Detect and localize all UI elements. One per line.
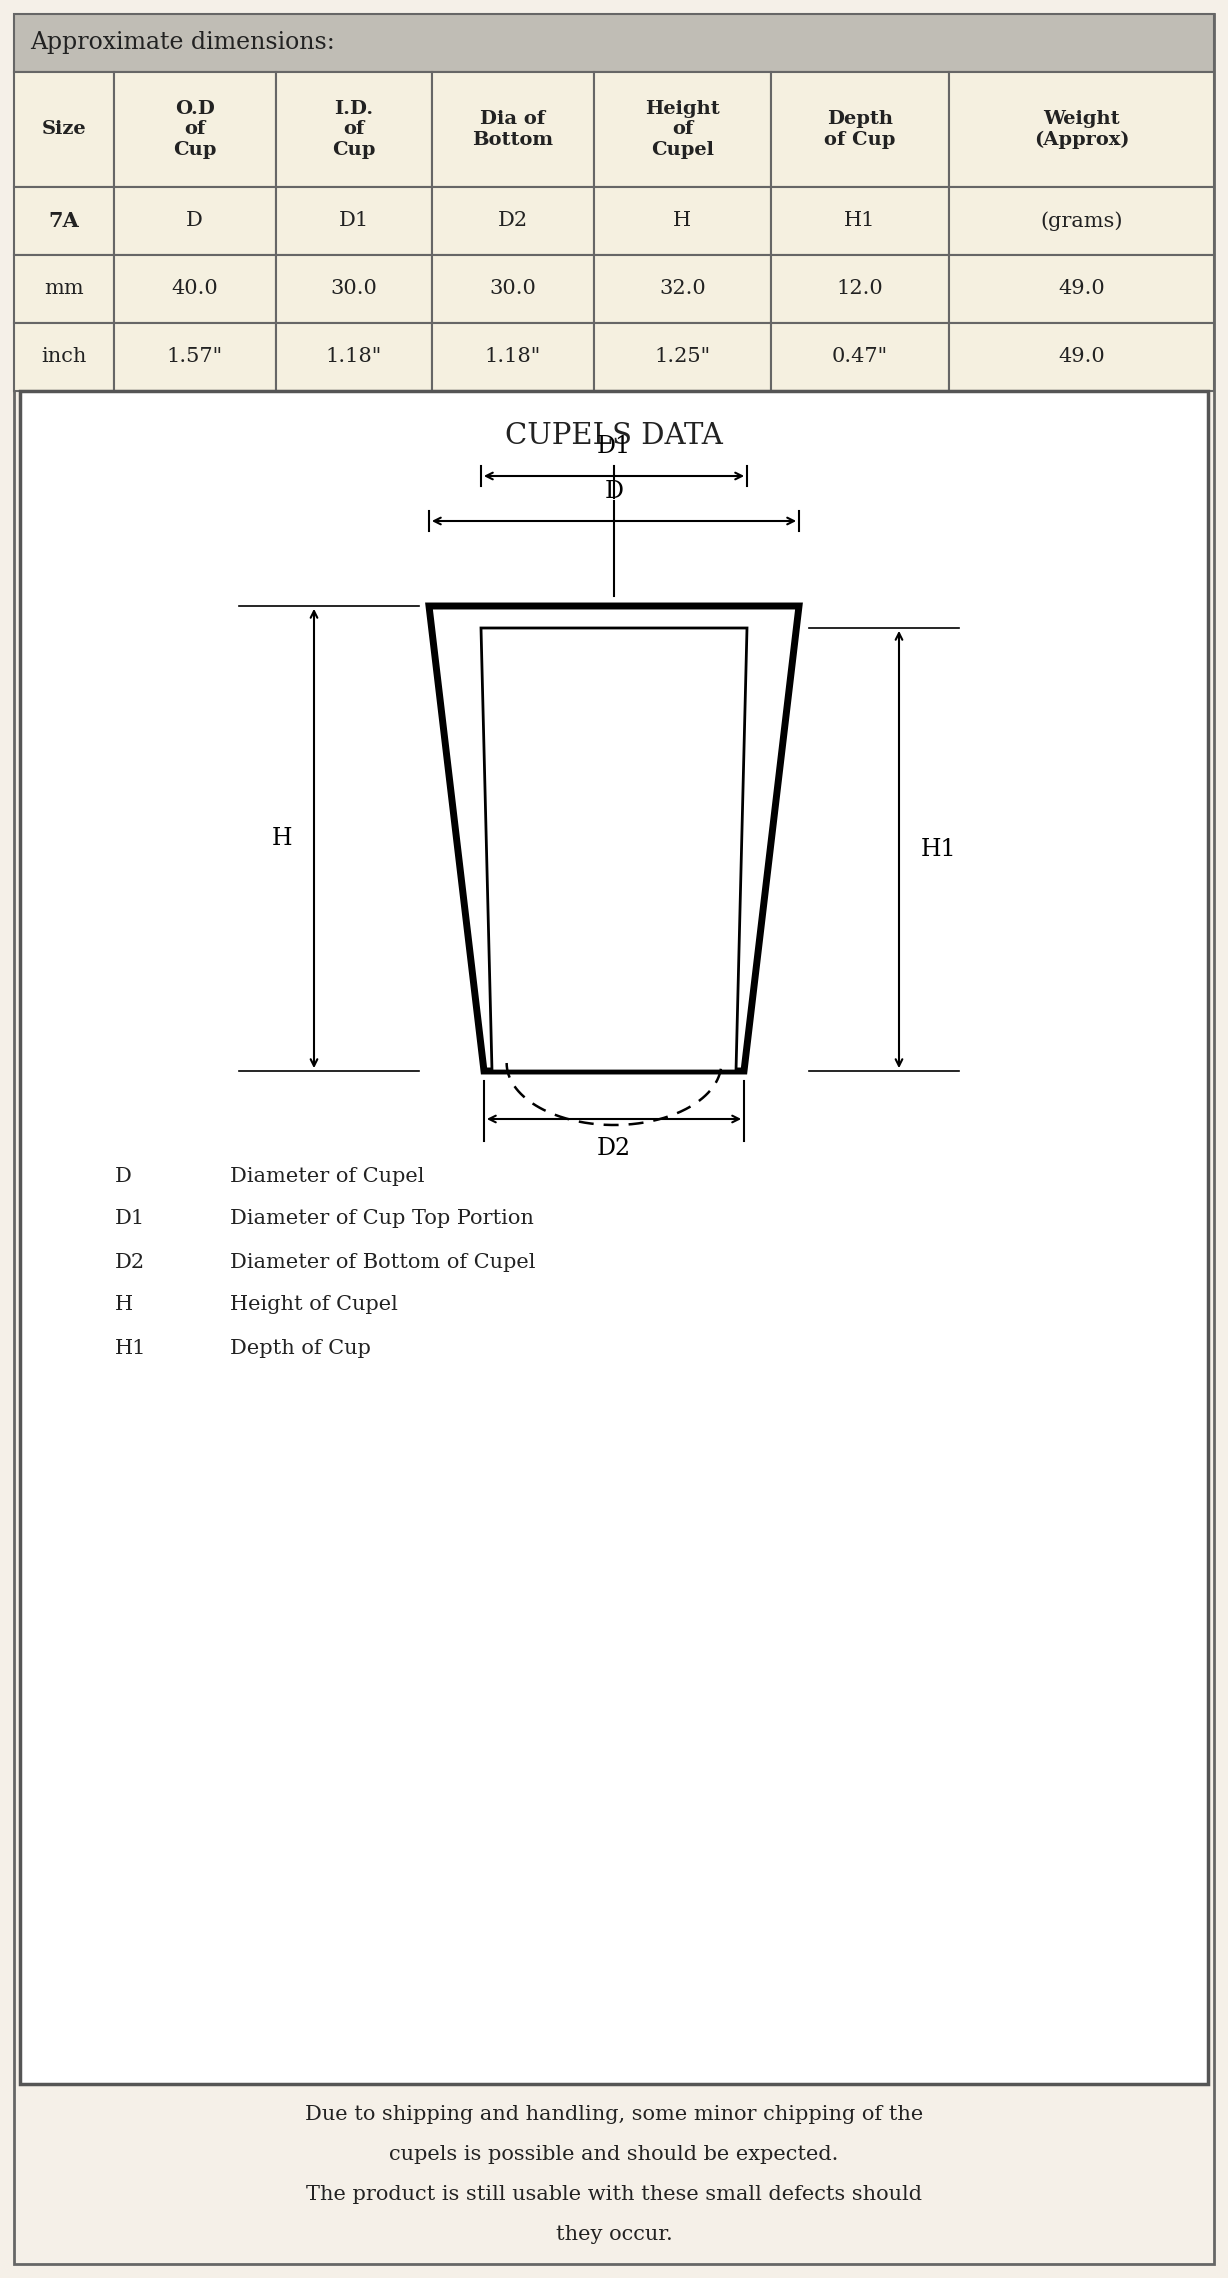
Bar xyxy=(431,187,593,255)
Text: inch: inch xyxy=(41,349,86,367)
Text: D1: D1 xyxy=(597,435,631,458)
Text: H1: H1 xyxy=(921,838,957,861)
Bar xyxy=(771,255,949,323)
Bar xyxy=(14,73,114,187)
Bar xyxy=(949,255,1214,323)
Text: H: H xyxy=(115,1296,133,1314)
Text: D2: D2 xyxy=(497,212,528,230)
Bar xyxy=(114,187,275,255)
Bar xyxy=(771,323,949,392)
Text: mm: mm xyxy=(44,280,84,298)
Text: D2: D2 xyxy=(115,1253,145,1271)
Text: D: D xyxy=(187,212,203,230)
Text: 0.47": 0.47" xyxy=(831,349,888,367)
Text: D: D xyxy=(115,1166,131,1185)
Text: D2: D2 xyxy=(597,1137,631,1160)
Text: Size: Size xyxy=(42,121,86,139)
Text: Weight
(Approx): Weight (Approx) xyxy=(1034,109,1130,148)
Bar xyxy=(431,323,593,392)
Bar xyxy=(275,255,431,323)
Text: D: D xyxy=(604,481,624,503)
Text: Due to shipping and handling, some minor chipping of the: Due to shipping and handling, some minor… xyxy=(305,2105,923,2123)
Bar xyxy=(14,187,114,255)
Text: H: H xyxy=(271,827,292,850)
Text: H: H xyxy=(673,212,691,230)
Text: 1.18": 1.18" xyxy=(325,349,382,367)
Text: Diameter of Cup Top Portion: Diameter of Cup Top Portion xyxy=(230,1210,534,1228)
Text: 7A: 7A xyxy=(48,212,79,230)
Bar xyxy=(20,392,1208,2084)
Text: Depth of Cup: Depth of Cup xyxy=(230,1339,371,1358)
Text: Depth
of Cup: Depth of Cup xyxy=(824,109,895,148)
Bar xyxy=(14,255,114,323)
Bar xyxy=(431,255,593,323)
Text: 1.18": 1.18" xyxy=(485,349,540,367)
Bar xyxy=(593,187,771,255)
Bar xyxy=(771,187,949,255)
Bar xyxy=(949,187,1214,255)
Bar xyxy=(593,73,771,187)
Text: 1.25": 1.25" xyxy=(655,349,711,367)
Text: cupels is possible and should be expected.: cupels is possible and should be expecte… xyxy=(389,2144,839,2164)
Bar xyxy=(14,14,1214,73)
Bar xyxy=(114,255,275,323)
Text: Approximate dimensions:: Approximate dimensions: xyxy=(29,32,335,55)
Text: H1: H1 xyxy=(115,1339,146,1358)
Bar xyxy=(275,323,431,392)
Bar xyxy=(275,187,431,255)
Text: I.D.
of
Cup: I.D. of Cup xyxy=(332,100,376,159)
Bar xyxy=(431,73,593,187)
Bar xyxy=(771,73,949,187)
Text: they occur.: they occur. xyxy=(555,2226,673,2244)
Bar xyxy=(275,73,431,187)
Text: Height
of
Cupel: Height of Cupel xyxy=(645,100,720,159)
Bar xyxy=(949,73,1214,187)
Text: CUPELS DATA: CUPELS DATA xyxy=(505,421,723,451)
Text: 40.0: 40.0 xyxy=(171,280,219,298)
Text: The product is still usable with these small defects should: The product is still usable with these s… xyxy=(306,2185,922,2203)
Text: (grams): (grams) xyxy=(1040,212,1122,230)
Text: Dia of
Bottom: Dia of Bottom xyxy=(472,109,553,148)
Text: H1: H1 xyxy=(845,212,876,230)
Bar xyxy=(114,73,275,187)
Text: 12.0: 12.0 xyxy=(836,280,883,298)
Text: D1: D1 xyxy=(115,1210,145,1228)
Bar xyxy=(949,323,1214,392)
Text: Diameter of Bottom of Cupel: Diameter of Bottom of Cupel xyxy=(230,1253,535,1271)
Text: 30.0: 30.0 xyxy=(330,280,377,298)
Bar xyxy=(14,323,114,392)
Bar xyxy=(114,323,275,392)
Text: D1: D1 xyxy=(339,212,368,230)
Text: 49.0: 49.0 xyxy=(1059,349,1105,367)
Polygon shape xyxy=(429,606,799,1071)
Bar xyxy=(593,323,771,392)
Text: O.D
of
Cup: O.D of Cup xyxy=(173,100,216,159)
Text: Height of Cupel: Height of Cupel xyxy=(230,1296,398,1314)
Text: 1.57": 1.57" xyxy=(167,349,222,367)
Text: 32.0: 32.0 xyxy=(659,280,706,298)
Text: 49.0: 49.0 xyxy=(1059,280,1105,298)
Bar xyxy=(593,255,771,323)
Text: Diameter of Cupel: Diameter of Cupel xyxy=(230,1166,425,1185)
Text: 30.0: 30.0 xyxy=(489,280,537,298)
Polygon shape xyxy=(481,629,747,1071)
